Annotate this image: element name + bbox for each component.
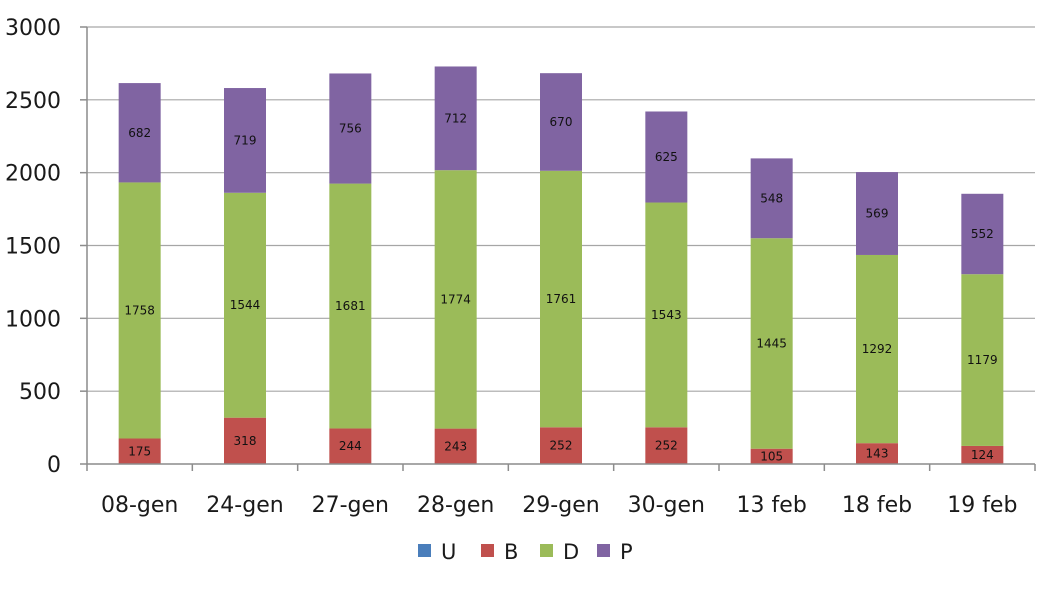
axes: 0 500 1000 1500 2000 2500 3000 08-gen 24-gen 27-g… [5,16,1036,518]
data-label: 252 [550,439,573,453]
data-label: 175 [128,444,151,458]
bar-segment-b [750,448,793,464]
x-tick-label: 13 feb [737,493,807,518]
data-label: 1445 [756,336,787,350]
bar-segment-b [329,428,372,464]
bar-segment-b [434,428,477,464]
x-tick-label: 29-gen [522,493,599,518]
bar-segment-b [645,427,688,464]
bar-segment-p [540,73,582,171]
bar-segment-p [329,73,372,184]
y-tick-label: 1500 [5,235,61,260]
data-label: 1758 [124,303,155,317]
bar-segment-p [224,88,266,193]
bar-segment-d [856,254,898,444]
x-tick-label: 27-gen [312,493,389,518]
bar-segment-b [961,445,1004,464]
bar-segment-p [961,193,1004,275]
bar-segment-b [118,438,161,464]
bar-segment-b [224,417,266,464]
x-tick-label: 28-gen [417,493,494,518]
bar-segment-p [118,83,161,183]
legend-swatch-u [418,544,431,557]
legend-swatch-d [540,544,553,557]
x-tick-label: 19 feb [947,493,1017,518]
bar-segment-b [540,427,582,464]
data-label: 244 [339,439,362,453]
data-label: 124 [971,448,994,462]
data-labels: 175 1758 682 318 1544 719 244 1681 756 243 1774 712… [124,111,997,463]
legend-label: D [563,540,579,564]
y-tick-label: 2000 [5,162,61,187]
x-tick-label: 18 feb [842,493,912,518]
data-label: 682 [128,126,151,140]
data-label: 318 [234,434,257,448]
bar-segment-d [961,274,1004,446]
y-tick-label: 2500 [5,89,61,114]
legend-swatch-p [597,544,610,557]
data-label: 252 [655,439,678,453]
data-label: 105 [760,449,783,463]
data-label: 1681 [335,299,366,313]
x-tick-label: 24-gen [206,493,283,518]
data-label: 712 [444,111,467,125]
bar-segment-p [434,66,477,171]
legend-label: P [620,540,633,564]
data-label: 1179 [967,353,998,367]
x-tick-label: 08-gen [101,493,178,518]
data-label: 552 [971,227,994,241]
data-label: 243 [444,439,467,453]
data-label: 670 [550,115,573,129]
bar-segment-d [434,170,477,429]
data-label: 548 [760,191,783,205]
data-label: 1292 [862,342,893,356]
y-tick-label: 0 [47,453,61,478]
legend-swatch-b [481,544,494,557]
bar-segment-d [540,170,582,428]
data-label: 1544 [230,298,261,312]
data-label: 569 [866,207,889,221]
data-label: 719 [234,133,257,147]
bars [118,66,1004,464]
bar-segment-d [224,192,266,418]
y-tick-label: 1000 [5,307,61,332]
data-label: 1543 [651,308,682,322]
bar-segment-p [856,172,898,255]
bar-segment-b [856,443,898,464]
bar-segment-p [645,111,688,203]
data-label: 625 [655,150,678,164]
y-tick-label: 3000 [5,16,61,41]
bar-segment-d [750,238,793,449]
legend-label: U [441,540,456,564]
data-label: 756 [339,122,362,136]
bar-segment-d [118,182,161,439]
data-label: 1774 [440,292,471,306]
bar-segment-d [645,202,688,428]
legend-label: B [504,540,518,564]
data-label: 1761 [546,292,577,306]
x-tick-label: 30-gen [628,493,705,518]
bar-segment-p [750,158,793,239]
y-tick-label: 500 [19,380,61,405]
bar-segment-d [329,183,372,429]
data-label: 143 [866,447,889,461]
